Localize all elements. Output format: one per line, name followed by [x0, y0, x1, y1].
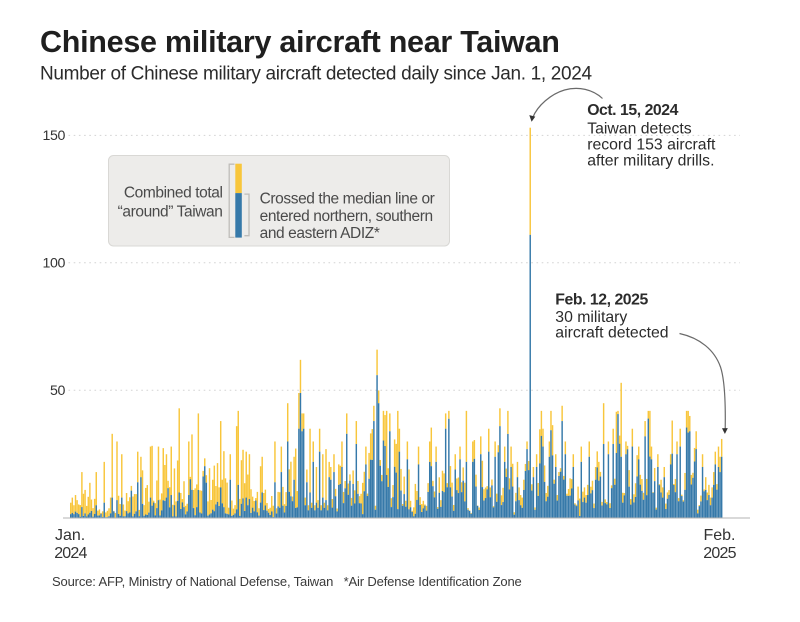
- svg-text:150: 150: [43, 128, 66, 144]
- svg-text:“around” Taiwan: “around” Taiwan: [118, 203, 223, 220]
- svg-text:Source: AFP, Ministry of Natio: Source: AFP, Ministry of National Defens…: [52, 574, 522, 589]
- svg-text:50: 50: [50, 383, 65, 399]
- svg-text:Combined total: Combined total: [124, 184, 223, 201]
- svg-text:Taiwan detects: Taiwan detects: [587, 121, 692, 138]
- svg-text:Crossed the median line or: Crossed the median line or: [260, 191, 435, 208]
- svg-text:entered northern, southern: entered northern, southern: [260, 208, 433, 225]
- svg-text:Chinese military aircraft near: Chinese military aircraft near Taiwan: [40, 25, 560, 59]
- svg-text:record 153 aircraft: record 153 aircraft: [587, 137, 716, 154]
- svg-text:after military drills.: after military drills.: [587, 153, 714, 170]
- svg-text:Feb.: Feb.: [703, 527, 735, 544]
- svg-text:aircraft detected: aircraft detected: [555, 325, 668, 342]
- svg-text:Feb. 12, 2025: Feb. 12, 2025: [555, 292, 648, 309]
- svg-text:2025: 2025: [703, 545, 736, 562]
- svg-text:30 military: 30 military: [555, 309, 627, 326]
- svg-text:2024: 2024: [54, 545, 87, 562]
- svg-text:Oct. 15, 2024: Oct. 15, 2024: [587, 102, 678, 119]
- svg-text:Number of Chinese military air: Number of Chinese military aircraft dete…: [40, 64, 592, 85]
- svg-text:100: 100: [43, 256, 66, 272]
- svg-text:and eastern ADIZ*: and eastern ADIZ*: [260, 225, 380, 242]
- svg-text:Jan.: Jan.: [55, 527, 85, 544]
